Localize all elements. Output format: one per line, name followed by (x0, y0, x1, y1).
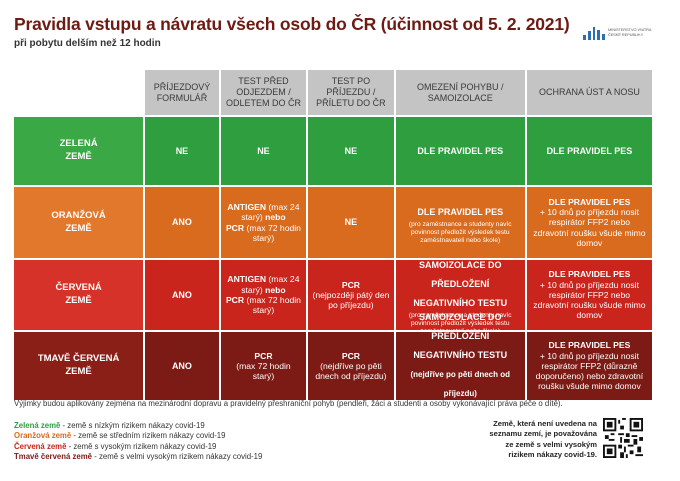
zone-label-dark-red: TMAVĚ ČERVENÁ ZEMĚ (14, 332, 144, 400)
table-row-dark-red: TMAVĚ ČERVENÁ ZEMĚ ANO PCR (max 72 hodin s… (14, 312, 653, 425)
legend-item-red: Červená země - země s vysokým rizikem ná… (14, 441, 217, 451)
column-header-form: PŘÍJEZDOVÝ FORMULÁŘ (145, 70, 219, 115)
ministry-logo-icon (583, 26, 605, 40)
green-form: NE (145, 117, 219, 185)
column-header-isolation: OMEZENÍ POHYBU / SAMOIZOLACE (395, 70, 525, 115)
column-header-mask: OCHRANA ÚST A NOSU (526, 70, 653, 115)
orange-mask: DLE PRAVIDEL PES + 10 dnů po příjezdu nos… (526, 187, 653, 258)
column-header-test-after: TEST PO PŘÍJEZDU / PŘÍLETU DO ČR (308, 70, 394, 115)
orange-isolation: DLE PRAVIDEL PES (pro zaměstnance a stude… (395, 187, 525, 258)
orange-test-after: NE (308, 187, 394, 258)
table-header-row: PŘÍJEZDOVÝ FORMULÁŘ TEST PŘED ODJEZDEM /… (14, 70, 653, 115)
orange-test-before: ANTIGEN (max 24 starý) nebo PCR (max 72 h… (220, 187, 307, 258)
green-test-before: NE (220, 117, 307, 185)
header-empty (14, 70, 143, 115)
rules-table: PŘÍJEZDOVÝ FORMULÁŘ TEST PŘED ODJEZDEM /… (14, 70, 653, 425)
ministry-logo: Ministerstvo vnitra České republiky (583, 26, 664, 40)
red-test-before: ANTIGEN (max 24 starý) nebo PCR (max 72 h… (220, 260, 307, 330)
green-isolation: DLE PRAVIDEL PES (395, 117, 525, 185)
page-title: Pravidla vstupu a návratu všech osob do … (14, 14, 570, 34)
table-row-green: ZELENÁ ZEMĚ NE NE NE DLE PRAVIDEL PES DLE… (14, 117, 653, 185)
table-row-orange: ORANŽOVÁ ZEMĚ ANO ANTIGEN (max 24 starý) … (14, 187, 653, 258)
legend-item-dark-red: Tmavě červená země - země s velmi vysoký… (14, 451, 263, 461)
dark-red-isolation: SAMOIZOLACE DO PŘEDLOŽENÍ NEGATIVNÍHO TE… (395, 312, 525, 425)
dark-red-test-before: PCR (max 72 hodin starý) (220, 332, 307, 400)
ministry-logo-text: Ministerstvo vnitra České republiky (608, 28, 652, 37)
table-row-red: ČERVENÁ ZEMĚ ANO ANTIGEN (max 24 starý) n… (14, 260, 653, 335)
zone-legend: Zelená země - země s nízkým rizikem náka… (14, 421, 262, 462)
dark-red-test-after: PCR (nejdříve po pěti dnech od příjezdu) (308, 332, 394, 400)
zone-label-orange: ORANŽOVÁ ZEMĚ (14, 187, 144, 258)
page-subtitle: při pobytu delším než 12 hodin (14, 38, 161, 49)
zone-label-green: ZELENÁ ZEMĚ (14, 117, 144, 185)
unlisted-country-note: Země, která není uvedena na seznamu zemí… (489, 419, 597, 459)
legend-item-green: Zelená země - země s nízkým rizikem náka… (14, 421, 205, 430)
dark-red-form: ANO (145, 332, 219, 400)
red-form: ANO (145, 260, 219, 330)
qr-code-icon[interactable] (603, 418, 643, 458)
red-test-after: PCR (nejpozději pátý den po příjezdu) (308, 260, 394, 330)
dark-red-mask: DLE PRAVIDEL PES + 10 dnů po příjezdu nos… (526, 332, 653, 400)
red-isolation: SAMOIZOLACE DO PŘEDLOŽENÍ NEGATIVNÍHO TE… (395, 260, 525, 335)
red-mask: DLE PRAVIDEL PES + 10 dnů po příjezdu nos… (526, 260, 653, 330)
green-test-after: NE (308, 117, 394, 185)
orange-form: ANO (145, 187, 219, 258)
column-header-test-before: TEST PŘED ODJEZDEM / ODLETEM DO ČR (220, 70, 307, 115)
zone-label-red: ČERVENÁ ZEMĚ (14, 260, 144, 330)
exceptions-note: Výjimky budou aplikovány zejména na mezi… (14, 399, 563, 408)
green-mask: DLE PRAVIDEL PES (526, 117, 653, 185)
legend-item-orange: Oranžová země - země se středním rizikem… (14, 431, 226, 441)
